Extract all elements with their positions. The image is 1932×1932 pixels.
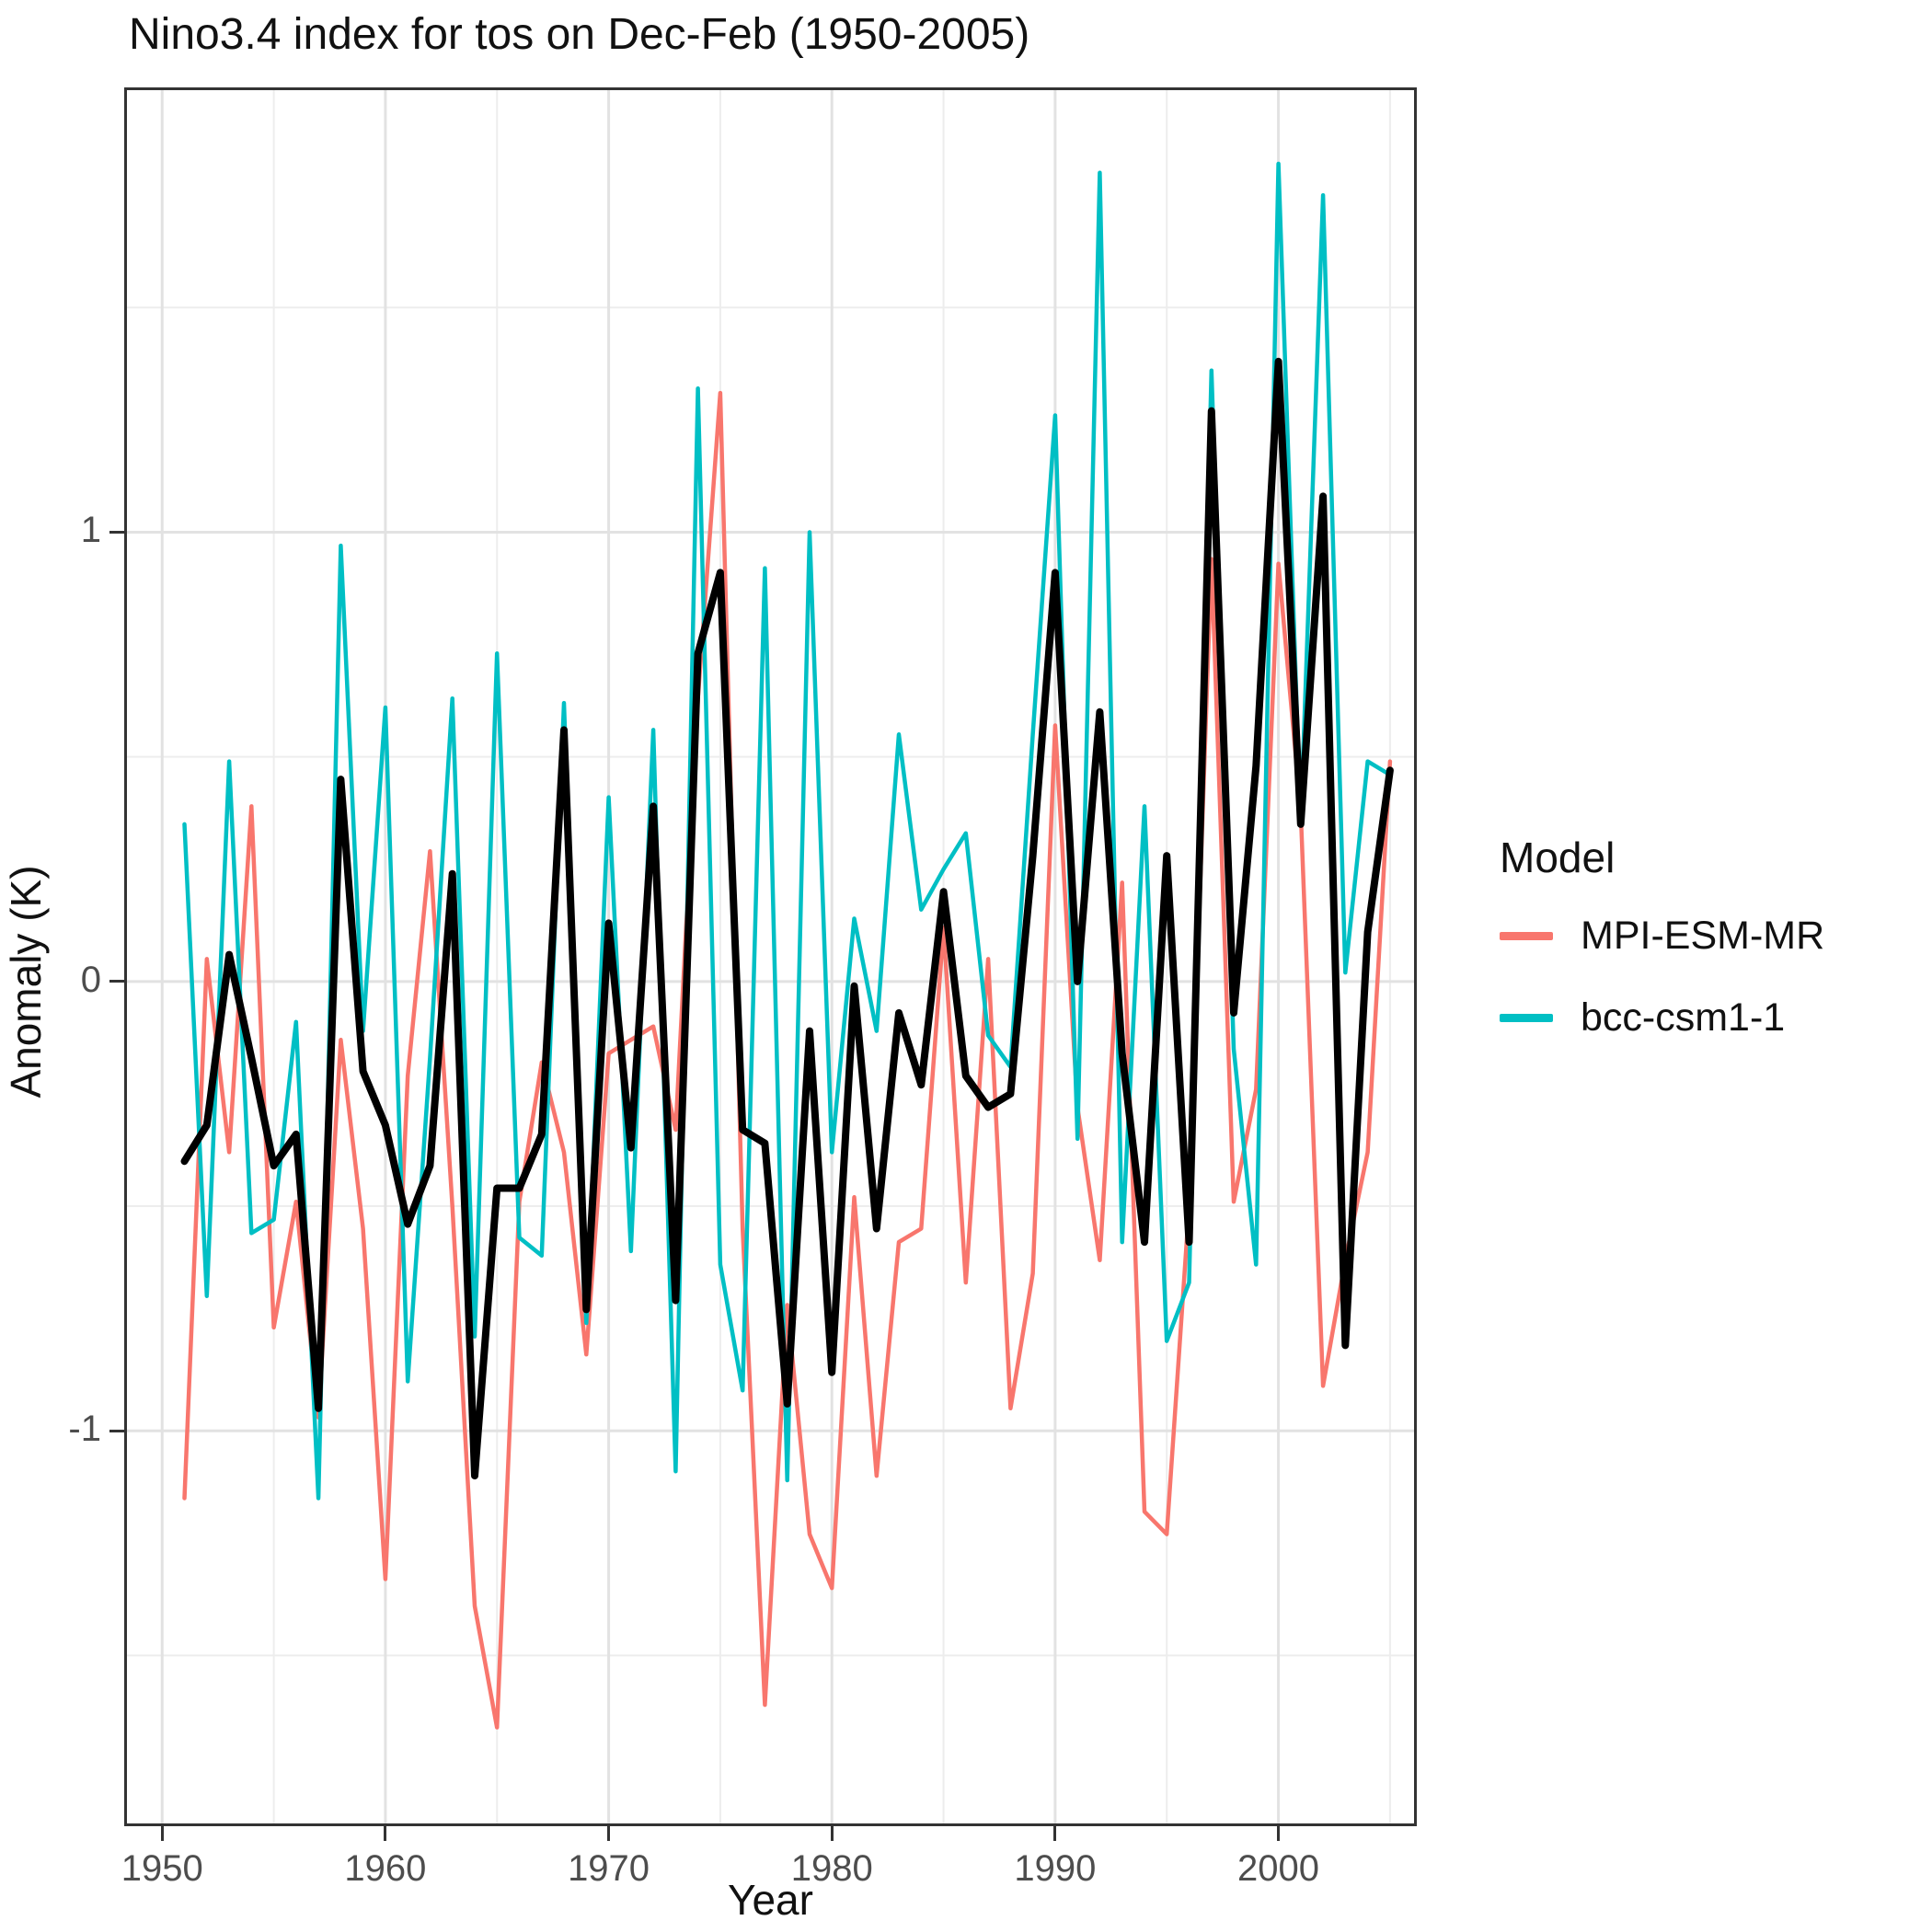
x-tick-label: 1970	[568, 1848, 650, 1889]
x-tick-mark	[160, 1826, 164, 1841]
plot-area-svg	[124, 87, 1417, 1826]
chart-title: Nino3.4 index for tos on Dec-Feb (1950-2…	[129, 10, 1030, 59]
x-tick-mark	[607, 1826, 611, 1841]
legend-entry-bcc-csm1-1: bcc-csm1-1	[1500, 995, 1824, 1041]
legend-entry-mpi-esm-mr: MPI-ESM-MR	[1500, 914, 1824, 959]
x-tick-label: 1980	[790, 1848, 873, 1889]
legend: Model MPI-ESM-MR bcc-csm1-1	[1500, 833, 1824, 1077]
legend-key-line-mpi-esm-mr	[1500, 932, 1553, 940]
x-tick-mark	[830, 1826, 834, 1841]
x-tick-mark	[1277, 1826, 1281, 1841]
y-tick-mark	[109, 980, 124, 983]
x-tick-label: 1990	[1014, 1848, 1097, 1889]
x-tick-label: 1960	[344, 1848, 427, 1889]
x-axis-label: Year	[728, 1876, 813, 1924]
legend-label-mpi-esm-mr: MPI-ESM-MR	[1581, 914, 1825, 958]
plot-panel	[124, 87, 1417, 1826]
y-tick-label: 0	[80, 959, 101, 1000]
y-tick-mark	[109, 1429, 124, 1432]
legend-label-bcc-csm1-1: bcc-csm1-1	[1581, 995, 1786, 1040]
panel-border	[124, 87, 1417, 1826]
y-tick-mark	[109, 530, 124, 534]
x-tick-mark	[384, 1826, 387, 1841]
x-tick-mark	[1053, 1826, 1057, 1841]
legend-title: Model	[1500, 834, 1616, 881]
series-line-unlabeled-black-line	[180, 357, 1394, 1480]
y-tick-label: -1	[68, 1409, 101, 1450]
legend-key-line-bcc-csm1-1	[1500, 1014, 1553, 1022]
y-tick-label: 1	[80, 510, 101, 551]
x-tick-label: 2000	[1237, 1848, 1320, 1889]
series-line-bcc-csm1-1	[182, 161, 1393, 1501]
x-tick-label: 1950	[121, 1848, 203, 1889]
